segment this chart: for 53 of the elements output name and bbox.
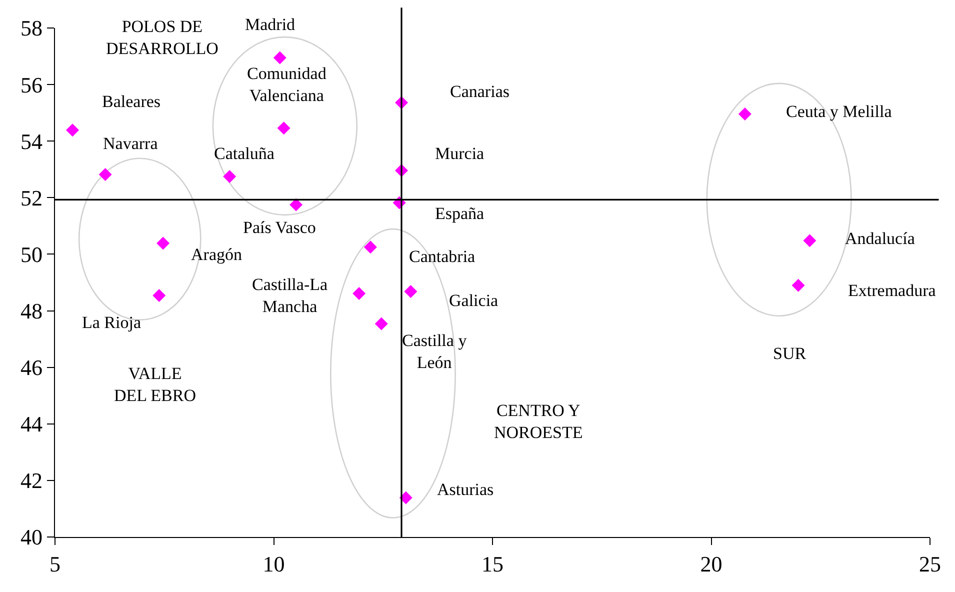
annotation: POLOS DE DESARROLLO xyxy=(106,17,218,58)
annotation: Madrid xyxy=(245,15,296,34)
y-tick-label: 44 xyxy=(20,412,42,437)
point xyxy=(277,122,290,135)
annotation: VALLE DEL EBRO xyxy=(114,364,196,406)
x-tick-label: 5 xyxy=(50,552,60,576)
y-tick-label: 52 xyxy=(20,185,42,210)
point xyxy=(156,236,170,250)
point xyxy=(152,289,166,302)
annotation: SUR xyxy=(773,344,807,363)
point xyxy=(98,168,112,181)
x-tick-label: 15 xyxy=(482,552,504,576)
point xyxy=(803,234,816,248)
point xyxy=(738,107,752,120)
annotation: Extremadura xyxy=(848,281,936,300)
annotation: Comunidad Valenciana xyxy=(247,64,327,106)
y-tick-label: 48 xyxy=(20,298,42,324)
annotation: La Rioja xyxy=(82,313,142,332)
annotation: Murcia xyxy=(435,144,485,163)
annotation: Baleares xyxy=(102,92,161,111)
point xyxy=(364,240,377,254)
annotation: Cataluña xyxy=(214,144,275,163)
point xyxy=(66,124,79,137)
y-tick-label: 42 xyxy=(20,468,42,494)
point xyxy=(792,278,805,292)
point xyxy=(404,285,418,298)
y-tick-label: 54 xyxy=(20,128,42,154)
x-tick-label: 25 xyxy=(919,552,941,576)
point xyxy=(352,287,366,300)
y-tick-label: 50 xyxy=(20,242,42,267)
annotation: Navarra xyxy=(103,134,158,153)
point xyxy=(374,317,388,330)
annotation: Andalucía xyxy=(845,229,916,248)
point xyxy=(223,170,236,183)
annotation: Ceuta y Melilla xyxy=(786,102,892,121)
y-tick-label: 56 xyxy=(20,72,42,98)
annotation: CENTRO Y NOROESTE xyxy=(494,401,583,442)
x-tick-label: 10 xyxy=(262,552,285,576)
annotation: Galicia xyxy=(449,291,499,310)
point xyxy=(290,198,303,212)
y-tick-label: 58 xyxy=(20,16,42,41)
y-tick-label: 46 xyxy=(20,355,42,380)
x-tick-label: 20 xyxy=(700,552,722,576)
annotation: Cantabria xyxy=(409,247,476,266)
annotation: País Vasco xyxy=(243,218,316,237)
annotation: Castilla-La Mancha xyxy=(252,275,328,316)
point xyxy=(273,51,286,64)
annotation: Canarias xyxy=(450,82,510,101)
annotation: España xyxy=(435,204,485,223)
annotation: Asturias xyxy=(437,480,494,499)
annotation: Castilla y León xyxy=(402,331,468,372)
y-tick-label: 40 xyxy=(20,524,42,550)
annotation: Aragón xyxy=(191,245,242,264)
